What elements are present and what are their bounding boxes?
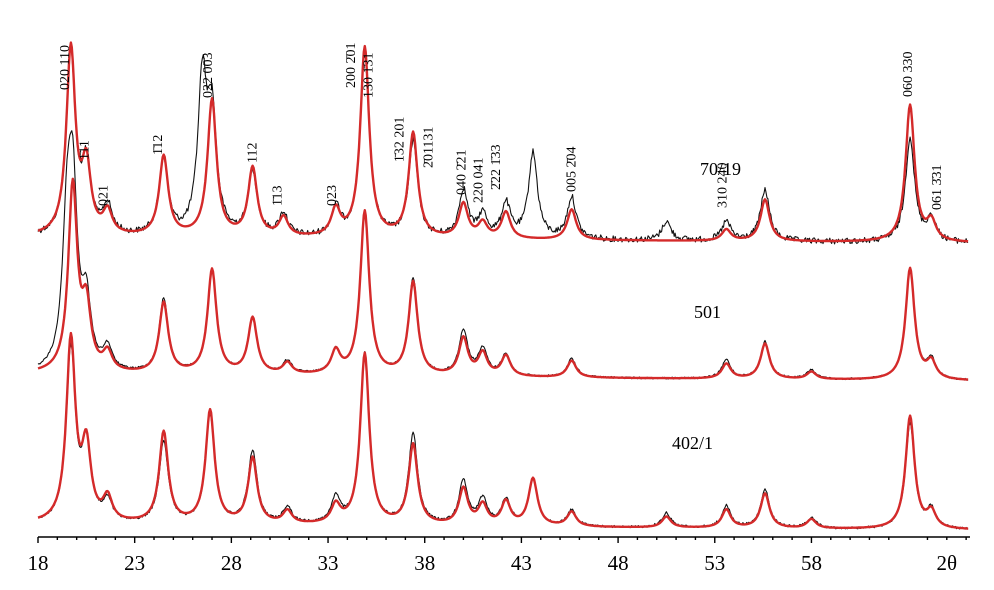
peak-label: 130 1̄31 <box>362 52 377 98</box>
peak-label: 060 330 <box>901 52 916 98</box>
peak-label: 200 2̄01 <box>344 42 359 88</box>
x-tick-label: 23 <box>124 551 145 575</box>
peak-label: 1̄12 <box>151 135 166 155</box>
peak-label: 2̄22 1̄33 <box>489 144 504 190</box>
peak-label: 220 041 <box>472 157 487 203</box>
x-tick-label: 43 <box>511 551 532 575</box>
sample-label: 70/19 <box>700 159 741 179</box>
sample-label: 501 <box>694 302 721 322</box>
peak-label: 061 3̄31 <box>930 165 945 211</box>
series-501 <box>37 130 969 381</box>
peak-label: 112 <box>246 143 261 163</box>
peak-label: 021 <box>97 185 112 206</box>
peak-label: 005 2̄04 <box>565 146 580 192</box>
x-axis: 18 23 28 33 38 43 48 53 58 2θ <box>28 536 970 575</box>
peak-label: 2̄01131 <box>422 127 437 168</box>
series-402-1 <box>37 331 969 530</box>
peak-label: 040 2̄21 <box>454 149 469 195</box>
calculated-pattern-line <box>37 331 969 530</box>
x-axis-end-label: 2θ <box>937 551 958 575</box>
peak-label: 1̄32 201 <box>393 117 408 163</box>
sample-labels: 70/19 501 402/1 <box>672 159 741 453</box>
x-tick-label: 28 <box>221 551 242 575</box>
calculated-pattern-line <box>37 177 969 381</box>
x-tick-label: 38 <box>414 551 435 575</box>
calculated-pattern-line <box>37 41 969 243</box>
peak-label: 310 240 <box>715 163 730 209</box>
peak-label: 1̄13 <box>271 185 286 205</box>
x-tick-label: 33 <box>318 551 339 575</box>
peak-label: 022 003 <box>201 52 216 98</box>
plot-lines <box>37 41 969 530</box>
x-tick-label: 53 <box>704 551 725 575</box>
peak-label: 020 110 <box>58 45 73 90</box>
x-tick-label: 58 <box>801 551 822 575</box>
series-70-19 <box>37 41 969 245</box>
peak-label: 1̄11 <box>77 140 92 160</box>
peak-label: 023 <box>325 185 340 206</box>
x-tick-label: 18 <box>28 551 49 575</box>
peak-labels: 020 110 1̄11 021 1̄12 022 003 112 1̄13 023 200 2… <box>58 42 945 210</box>
x-tick-label: 48 <box>608 551 629 575</box>
sample-label: 402/1 <box>672 433 713 453</box>
observed-pattern-line <box>37 46 969 245</box>
